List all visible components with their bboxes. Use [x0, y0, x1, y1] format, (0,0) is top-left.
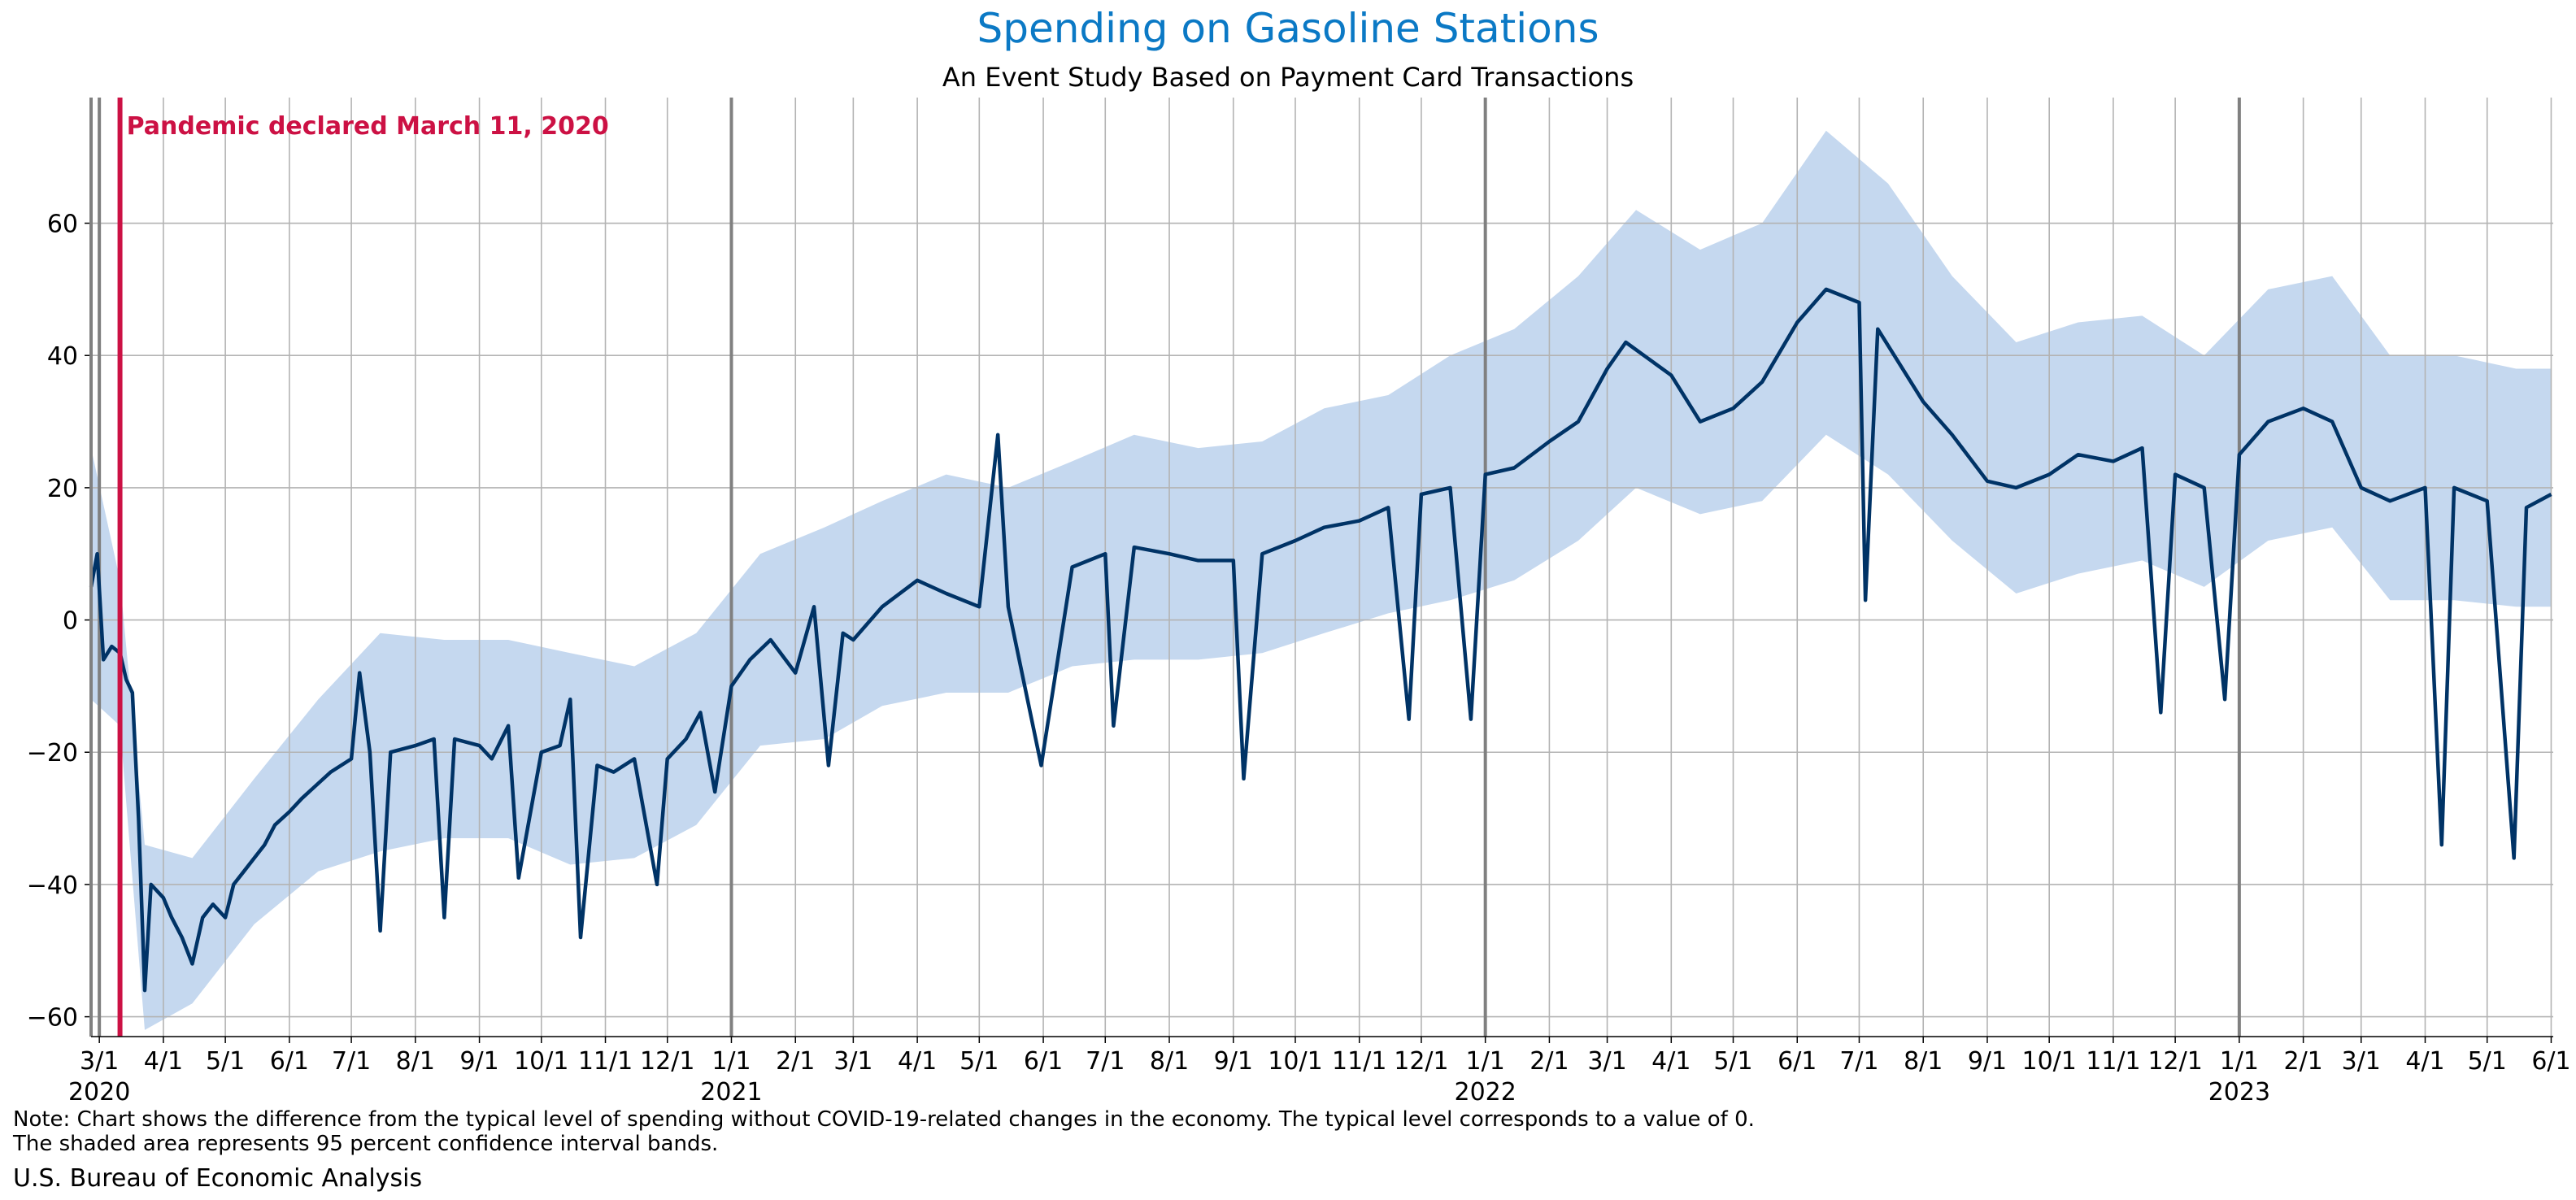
confidence-band-layer [91, 130, 2552, 1030]
series-line-layer [89, 287, 2552, 993]
x-tick-label: 1/1 [711, 1047, 751, 1076]
y-tick-label: −40 [27, 872, 78, 900]
x-tick-label: 8/1 [1150, 1047, 1189, 1076]
x-tick-label: 6/1 [1778, 1047, 1817, 1076]
x-tick-label: 8/1 [1904, 1047, 1943, 1076]
x-tick-label: 3/1 [80, 1047, 119, 1076]
event-label: Pandemic declared March 11, 2020 [127, 112, 609, 141]
x-tick-label: 12/1 [640, 1047, 694, 1076]
y-tick-label: 0 [63, 607, 78, 636]
x-tick-label: 2/1 [776, 1047, 815, 1076]
x-year-label: 2022 [1455, 1078, 1516, 1107]
y-tick-label: −20 [27, 739, 78, 767]
x-tick-label: 5/1 [206, 1047, 245, 1076]
y-tick-label: −60 [27, 1004, 78, 1033]
x-tick-label: 12/1 [1394, 1047, 1448, 1076]
chart-note-line-2: The shaded area represents 95 percent co… [13, 1132, 719, 1156]
x-tick-label: 2/1 [1530, 1047, 1569, 1076]
x-tick-label: 10/1 [2021, 1047, 2076, 1076]
x-tick-label: 11/1 [2086, 1047, 2140, 1076]
x-tick-label: 11/1 [1332, 1047, 1386, 1076]
x-year-label: 2021 [700, 1078, 762, 1107]
x-tick-label: 1/1 [2220, 1047, 2259, 1076]
x-tick-label: 12/1 [2147, 1047, 2202, 1076]
x-tick-label: 1/1 [1466, 1047, 1505, 1076]
grid-layer [91, 98, 2553, 1037]
y-tick-label: 40 [47, 342, 78, 371]
x-tick-label: 2/1 [2283, 1047, 2322, 1076]
x-tick-label: 8/1 [396, 1047, 435, 1076]
x-tick-label: 11/1 [578, 1047, 633, 1076]
x-tick-label: 7/1 [1839, 1047, 1878, 1076]
event-layer: Pandemic declared March 11, 2020 [117, 98, 609, 1037]
x-tick-label: 6/1 [1024, 1047, 1063, 1076]
chart-note-line-1: Note: Chart shows the difference from th… [13, 1107, 1755, 1132]
x-tick-label: 4/1 [2405, 1047, 2444, 1076]
x-tick-label: 3/1 [833, 1047, 872, 1076]
x-year-label: 2020 [68, 1078, 130, 1107]
x-tick-label: 5/1 [2468, 1047, 2507, 1076]
y-tick-label: 20 [47, 475, 78, 503]
x-tick-label: 3/1 [1587, 1047, 1626, 1076]
x-tick-label: 6/1 [270, 1047, 309, 1076]
chart-source: U.S. Bureau of Economic Analysis [13, 1164, 423, 1193]
x-tick-label: 3/1 [2342, 1047, 2381, 1076]
x-tick-label: 4/1 [898, 1047, 937, 1076]
x-year-label: 2023 [2208, 1078, 2270, 1107]
x-tick-label: 10/1 [514, 1047, 568, 1076]
x-tick-label: 5/1 [959, 1047, 999, 1076]
x-tick-label: 9/1 [1214, 1047, 1253, 1076]
x-tick-label: 6/1 [2531, 1047, 2570, 1076]
confidence-band [91, 130, 2552, 1030]
x-tick-label: 10/1 [1268, 1047, 1322, 1076]
x-tick-label: 9/1 [1968, 1047, 2007, 1076]
chart-title: Spending on Gasoline Stations [977, 5, 1599, 52]
x-tick-label: 9/1 [459, 1047, 498, 1076]
y-tick-label: 60 [47, 211, 78, 239]
x-tick-label: 5/1 [1713, 1047, 1752, 1076]
x-tick-label: 7/1 [1086, 1047, 1125, 1076]
x-tick-label: 4/1 [1651, 1047, 1690, 1076]
x-tick-label: 7/1 [332, 1047, 371, 1076]
series-line [89, 287, 2552, 993]
x-tick-label: 4/1 [144, 1047, 183, 1076]
chart-subtitle: An Event Study Based on Payment Card Tra… [942, 62, 1634, 93]
